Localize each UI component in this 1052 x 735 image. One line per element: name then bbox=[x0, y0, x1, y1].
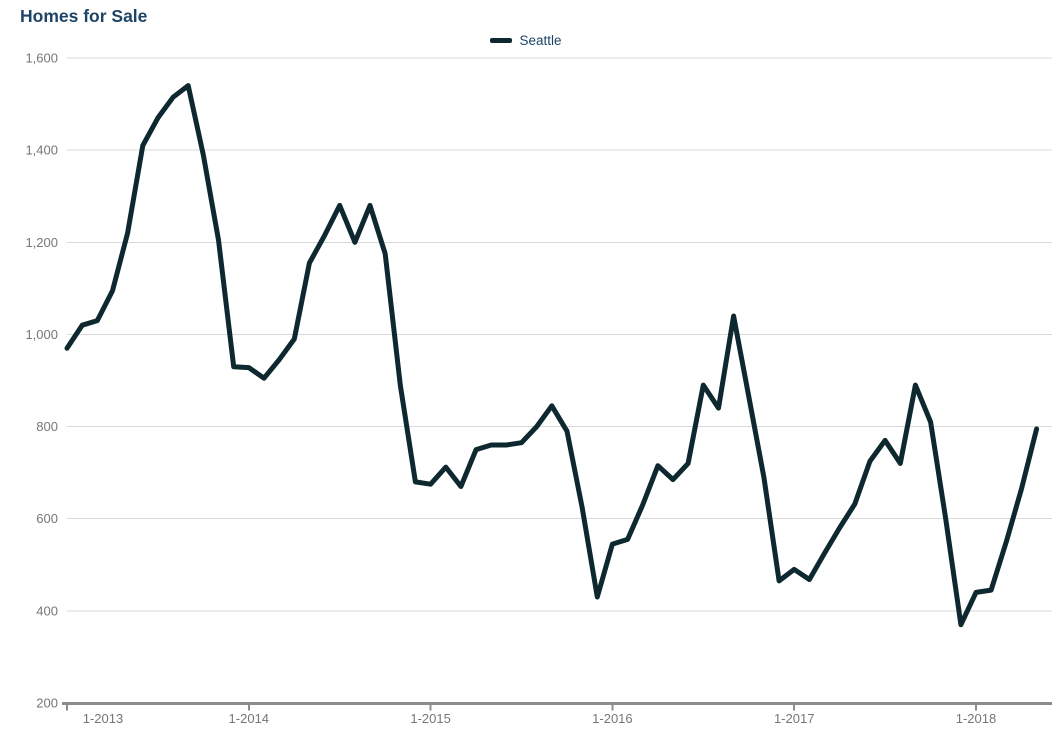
x-tick-label: 1-2015 bbox=[410, 711, 450, 726]
y-tick-label: 200 bbox=[36, 696, 58, 711]
legend-swatch-seattle bbox=[490, 37, 513, 43]
chart-title: Homes for Sale bbox=[20, 6, 148, 26]
y-tick-label: 400 bbox=[36, 603, 58, 618]
y-tick-label: 1,000 bbox=[25, 327, 58, 342]
y-tick-label: 1,400 bbox=[25, 143, 58, 158]
y-tick-label: 600 bbox=[36, 511, 58, 526]
series-line-seattle bbox=[64, 83, 1040, 628]
x-tick-label: 1-2018 bbox=[956, 711, 996, 726]
y-tick-label: 1,200 bbox=[25, 235, 58, 250]
legend-label-seattle: Seattle bbox=[519, 32, 562, 48]
x-tick-label: 1-2017 bbox=[774, 711, 814, 726]
x-tick-label: 1-2014 bbox=[229, 711, 269, 726]
x-tick-label: 1-2013 bbox=[83, 711, 123, 726]
y-tick-label: 1,600 bbox=[25, 51, 58, 66]
x-tick-label: 1-2016 bbox=[592, 711, 632, 726]
y-tick-label: 800 bbox=[36, 419, 58, 434]
legend: Seattle bbox=[0, 32, 1052, 48]
